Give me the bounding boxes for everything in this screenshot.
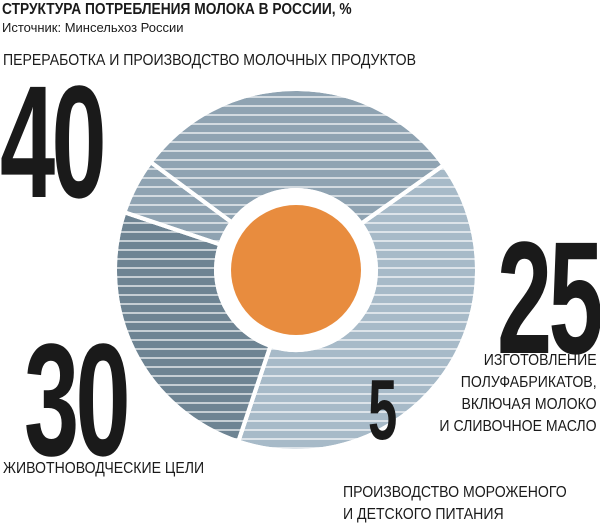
center-disc xyxy=(231,205,361,335)
chart-title: СТРУКТУРА ПОТРЕБЛЕНИЯ МОЛОКА В РОССИИ, % xyxy=(2,1,352,18)
category-label: ИЗГОТОВЛЕНИЕ ПОЛУФАБРИКАТОВ, ВКЛЮЧАЯ МОЛ… xyxy=(439,352,597,435)
value-label: 5 xyxy=(368,363,397,458)
slice-stripes xyxy=(113,209,274,445)
category-label: ПРОИЗВОДСТВО МОРОЖЕНОГО И ДЕТСКОГО ПИТАН… xyxy=(343,484,567,523)
category-label: ПЕРЕРАБОТКА И ПРОИЗВОДСТВО МОЛОЧНЫХ ПРОД… xyxy=(3,52,416,69)
chart-subtitle: Источник: Минсельхоз России xyxy=(2,20,184,35)
value-label: 25 xyxy=(497,208,600,387)
value-label: 40 xyxy=(0,52,107,231)
category-label: ЖИВОТНОВОДЧЕСКИЕ ЦЕЛИ xyxy=(3,460,205,477)
slice-stripes xyxy=(235,162,479,453)
value-label: 30 xyxy=(24,310,131,489)
slice-stripes xyxy=(147,87,447,227)
